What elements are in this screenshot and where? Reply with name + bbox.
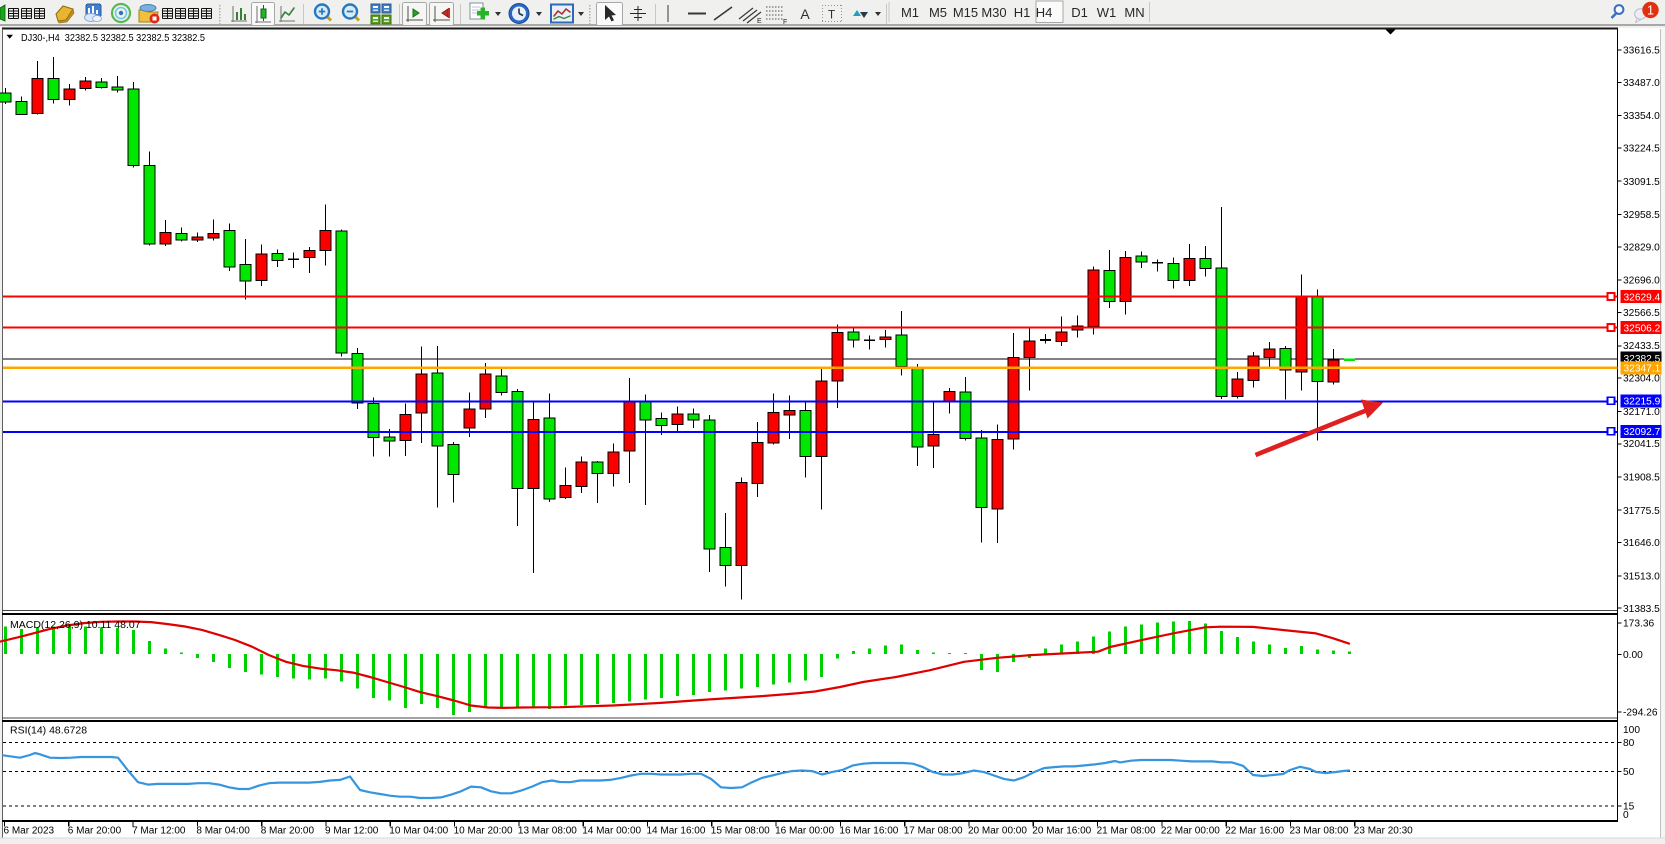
svg-text:20 Mar 00:00: 20 Mar 00:00 (968, 826, 1027, 837)
svg-text:10 Mar 04:00: 10 Mar 04:00 (389, 826, 448, 837)
svg-text:32092.7: 32092.7 (1624, 427, 1661, 438)
svg-text:17 Mar 08:00: 17 Mar 08:00 (904, 826, 963, 837)
svg-text:33091.5: 33091.5 (1623, 177, 1660, 188)
svg-text:M5: M5 (929, 5, 947, 20)
svg-text:DJ30-,H4 32382.5 32382.5 3238: DJ30-,H4 32382.5 32382.5 32382.5 32382.5 (21, 33, 205, 44)
svg-text:A: A (800, 6, 810, 22)
svg-text:-294.26: -294.26 (1623, 708, 1658, 719)
svg-text:32382.5: 32382.5 (1624, 354, 1661, 365)
svg-text:15: 15 (1623, 802, 1635, 813)
svg-text:21 Mar 08:00: 21 Mar 08:00 (1097, 826, 1156, 837)
svg-text:33487.0: 33487.0 (1623, 78, 1660, 89)
svg-text:F: F (783, 19, 787, 26)
svg-text:6 Mar 20:00: 6 Mar 20:00 (68, 826, 122, 837)
svg-text:80: 80 (1623, 738, 1635, 749)
svg-text:15 Mar 08:00: 15 Mar 08:00 (711, 826, 770, 837)
svg-text:M1: M1 (901, 5, 919, 20)
svg-text:0.00: 0.00 (1623, 650, 1643, 661)
svg-text:173.36: 173.36 (1623, 619, 1654, 630)
svg-text:32629.4: 32629.4 (1624, 292, 1661, 303)
svg-text:E: E (757, 18, 762, 25)
svg-text:32566.5: 32566.5 (1623, 308, 1660, 319)
svg-text:20 Mar 16:00: 20 Mar 16:00 (1032, 826, 1091, 837)
svg-text:31908.5: 31908.5 (1623, 473, 1660, 484)
svg-text:0: 0 (1623, 810, 1629, 821)
svg-text:H4: H4 (1036, 5, 1053, 20)
svg-text:31513.0: 31513.0 (1623, 571, 1660, 582)
svg-text:31383.5: 31383.5 (1623, 604, 1660, 615)
svg-text:33616.5: 33616.5 (1623, 46, 1660, 57)
svg-text:9 Mar 12:00: 9 Mar 12:00 (325, 826, 379, 837)
svg-text:32171.0: 32171.0 (1623, 407, 1660, 418)
svg-text:6 Mar 2023: 6 Mar 2023 (4, 826, 55, 837)
svg-text:23 Mar 08:00: 23 Mar 08:00 (1290, 826, 1349, 837)
svg-text:MACD(12,26,9) 10.11 48.07: MACD(12,26,9) 10.11 48.07 (10, 619, 141, 631)
svg-text:23 Mar 20:30: 23 Mar 20:30 (1354, 826, 1413, 837)
svg-text:22 Mar 00:00: 22 Mar 00:00 (1161, 826, 1220, 837)
svg-text:100: 100 (1623, 725, 1640, 736)
svg-text:32215.9: 32215.9 (1624, 397, 1661, 408)
svg-text:W1: W1 (1097, 5, 1117, 20)
svg-text:22 Mar 16:00: 22 Mar 16:00 (1225, 826, 1284, 837)
svg-text:32696.0: 32696.0 (1623, 276, 1660, 287)
svg-text:7 Mar 12:00: 7 Mar 12:00 (132, 826, 186, 837)
svg-text:H1: H1 (1014, 5, 1031, 20)
svg-text:32304.0: 32304.0 (1623, 374, 1660, 385)
svg-text:16 Mar 00:00: 16 Mar 00:00 (775, 826, 834, 837)
svg-text:14 Mar 16:00: 14 Mar 16:00 (647, 826, 706, 837)
svg-text:32041.5: 32041.5 (1623, 439, 1660, 450)
svg-text:32958.5: 32958.5 (1623, 210, 1660, 221)
svg-text:32506.2: 32506.2 (1624, 323, 1661, 334)
svg-text:31646.0: 31646.0 (1623, 538, 1660, 549)
svg-text:10 Mar 20:00: 10 Mar 20:00 (454, 826, 513, 837)
svg-text:32433.5: 32433.5 (1623, 341, 1660, 352)
svg-text:32829.0: 32829.0 (1623, 242, 1660, 253)
svg-text:16 Mar 16:00: 16 Mar 16:00 (839, 826, 898, 837)
svg-text:MN: MN (1124, 5, 1144, 20)
svg-text:M15: M15 (953, 5, 978, 20)
svg-text:32347.1: 32347.1 (1624, 364, 1661, 375)
svg-text:8 Mar 20:00: 8 Mar 20:00 (261, 826, 315, 837)
svg-text:1: 1 (1647, 4, 1654, 18)
svg-text:33224.5: 33224.5 (1623, 144, 1660, 155)
svg-text:14 Mar 00:00: 14 Mar 00:00 (582, 826, 641, 837)
svg-text:RSI(14) 48.6728: RSI(14) 48.6728 (10, 725, 87, 737)
svg-text:33354.0: 33354.0 (1623, 111, 1660, 122)
svg-text:T: T (828, 8, 836, 22)
svg-text:D1: D1 (1071, 5, 1088, 20)
svg-text:13 Mar 08:00: 13 Mar 08:00 (518, 826, 577, 837)
svg-text:50: 50 (1623, 767, 1635, 778)
svg-text:8 Mar 04:00: 8 Mar 04:00 (196, 826, 250, 837)
svg-text:31775.5: 31775.5 (1623, 506, 1660, 517)
svg-text:M30: M30 (981, 5, 1006, 20)
